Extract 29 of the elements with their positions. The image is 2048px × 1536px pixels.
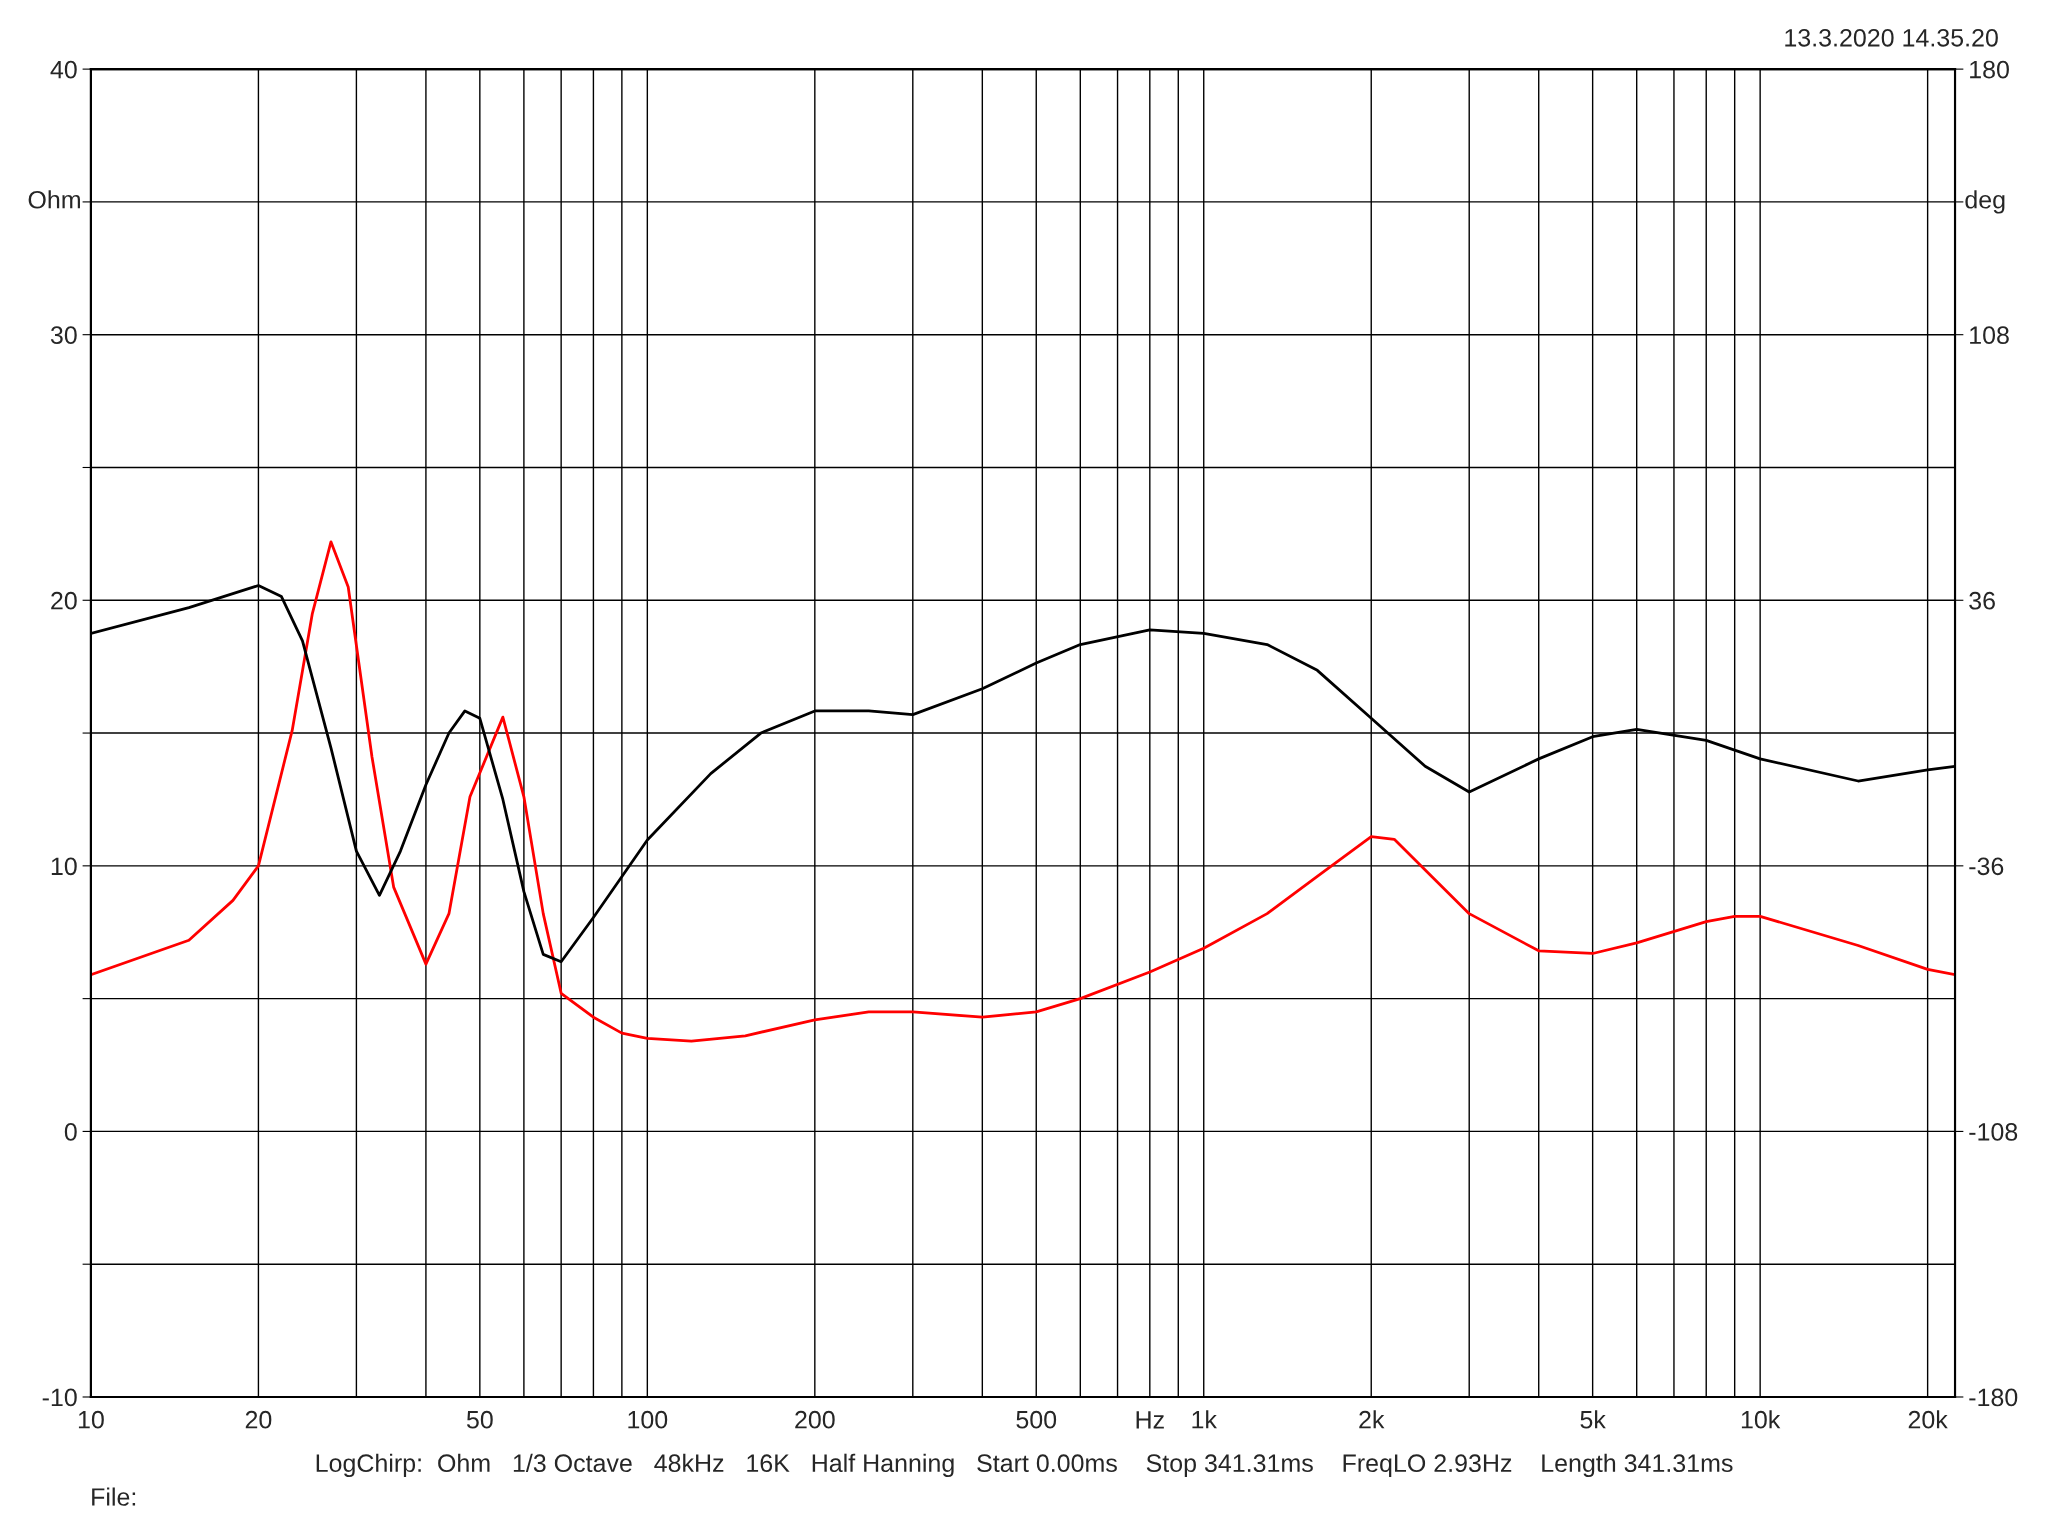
x-axis-title: Hz (1136, 1411, 1164, 1429)
y-tick-label: 30 (50, 326, 77, 344)
x-tick-label: 20k (1908, 1410, 1948, 1429)
y2-tick-label: -180 (1969, 1388, 2018, 1407)
y2-tick-label: -108 (1969, 1123, 2018, 1141)
x-tick-label: 100 (628, 1410, 668, 1429)
x-tick-label: 1k (1192, 1410, 1217, 1429)
x-tick-label: 2k (1359, 1410, 1385, 1429)
y-tick-label: 20 (51, 591, 77, 610)
text: LogChirp: Ohm 1/3 Octave 48kHz 16K Half Hanning Start 0.00ms Stop 341.31ms FreqLO 2.93Hz Length 341.31ms (316, 1453, 1733, 1477)
y-tick-label: -10 (42, 1388, 77, 1407)
y-tick-label: 40 (50, 60, 77, 79)
x-tick-label: 500 (1016, 1410, 1057, 1429)
text: File: (92, 1487, 136, 1506)
y2-tick-label: 180 (1970, 60, 2009, 79)
y2-axis-title: deg (1965, 190, 2005, 214)
y-axis-title: Ohm (28, 190, 80, 209)
x-tick-label: 10k (1741, 1410, 1781, 1429)
x-tick-label: 5k (1580, 1410, 1606, 1429)
x-tick-label: 10 (78, 1410, 104, 1429)
y2-tick-label: 36 (1969, 591, 1995, 610)
x-tick-label: 20 (245, 1410, 272, 1429)
x-tick-label: 200 (795, 1410, 835, 1429)
x-tick-label: 50 (466, 1410, 493, 1429)
y-tick-label: 10 (51, 857, 77, 876)
y2-tick-label: -36 (1969, 857, 2004, 876)
y2-tick-label: 108 (1970, 326, 2009, 344)
y-tick-label: 0 (64, 1123, 77, 1141)
chart-subtitle: 13.3.2020 14.35.20 (1785, 28, 1998, 47)
